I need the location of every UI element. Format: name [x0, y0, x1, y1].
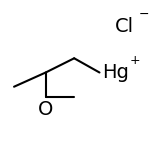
Text: +: + [130, 54, 140, 67]
Text: O: O [38, 100, 53, 119]
Text: Cl: Cl [115, 18, 134, 37]
Text: −: − [139, 8, 150, 21]
Text: Hg: Hg [102, 63, 129, 82]
